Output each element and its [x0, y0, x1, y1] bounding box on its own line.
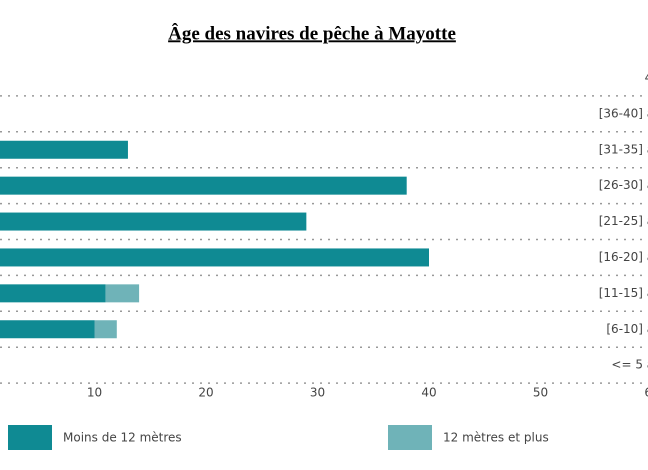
- x-tick-label: 40: [421, 386, 436, 400]
- bar: [0, 212, 307, 231]
- legend-label: 12 mètres et plus: [443, 431, 549, 445]
- chart-title: Âge des navires de pêche à Mayotte: [168, 22, 456, 44]
- x-tick-label: 50: [533, 386, 548, 400]
- bar: [0, 284, 106, 303]
- bar: [94, 320, 117, 339]
- legend-label: Moins de 12 mètres: [63, 431, 182, 445]
- bar: [0, 176, 407, 195]
- category-label: [36-40] ans: [599, 106, 648, 120]
- bar: [0, 140, 128, 159]
- category-label: [16-20] ans: [599, 250, 648, 264]
- bar: [0, 248, 429, 267]
- legend-swatch: [8, 425, 52, 450]
- category-label: [21-25] ans: [599, 214, 648, 228]
- legend-swatch: [388, 425, 432, 450]
- bar: [105, 284, 140, 303]
- category-label: <= 5 ans: [611, 358, 648, 372]
- category-label: 41 -: [645, 70, 648, 84]
- bar: [0, 320, 95, 339]
- x-tick-label: 20: [198, 386, 213, 400]
- x-tick-label: 60: [644, 386, 648, 400]
- category-label: [6-10] ans: [606, 322, 648, 336]
- category-label: [26-30] ans: [599, 178, 648, 192]
- x-tick-label: 30: [310, 386, 325, 400]
- x-tick-label: 10: [87, 386, 102, 400]
- category-label: [31-35] ans: [599, 142, 648, 156]
- category-label: [11-15] ans: [599, 286, 648, 300]
